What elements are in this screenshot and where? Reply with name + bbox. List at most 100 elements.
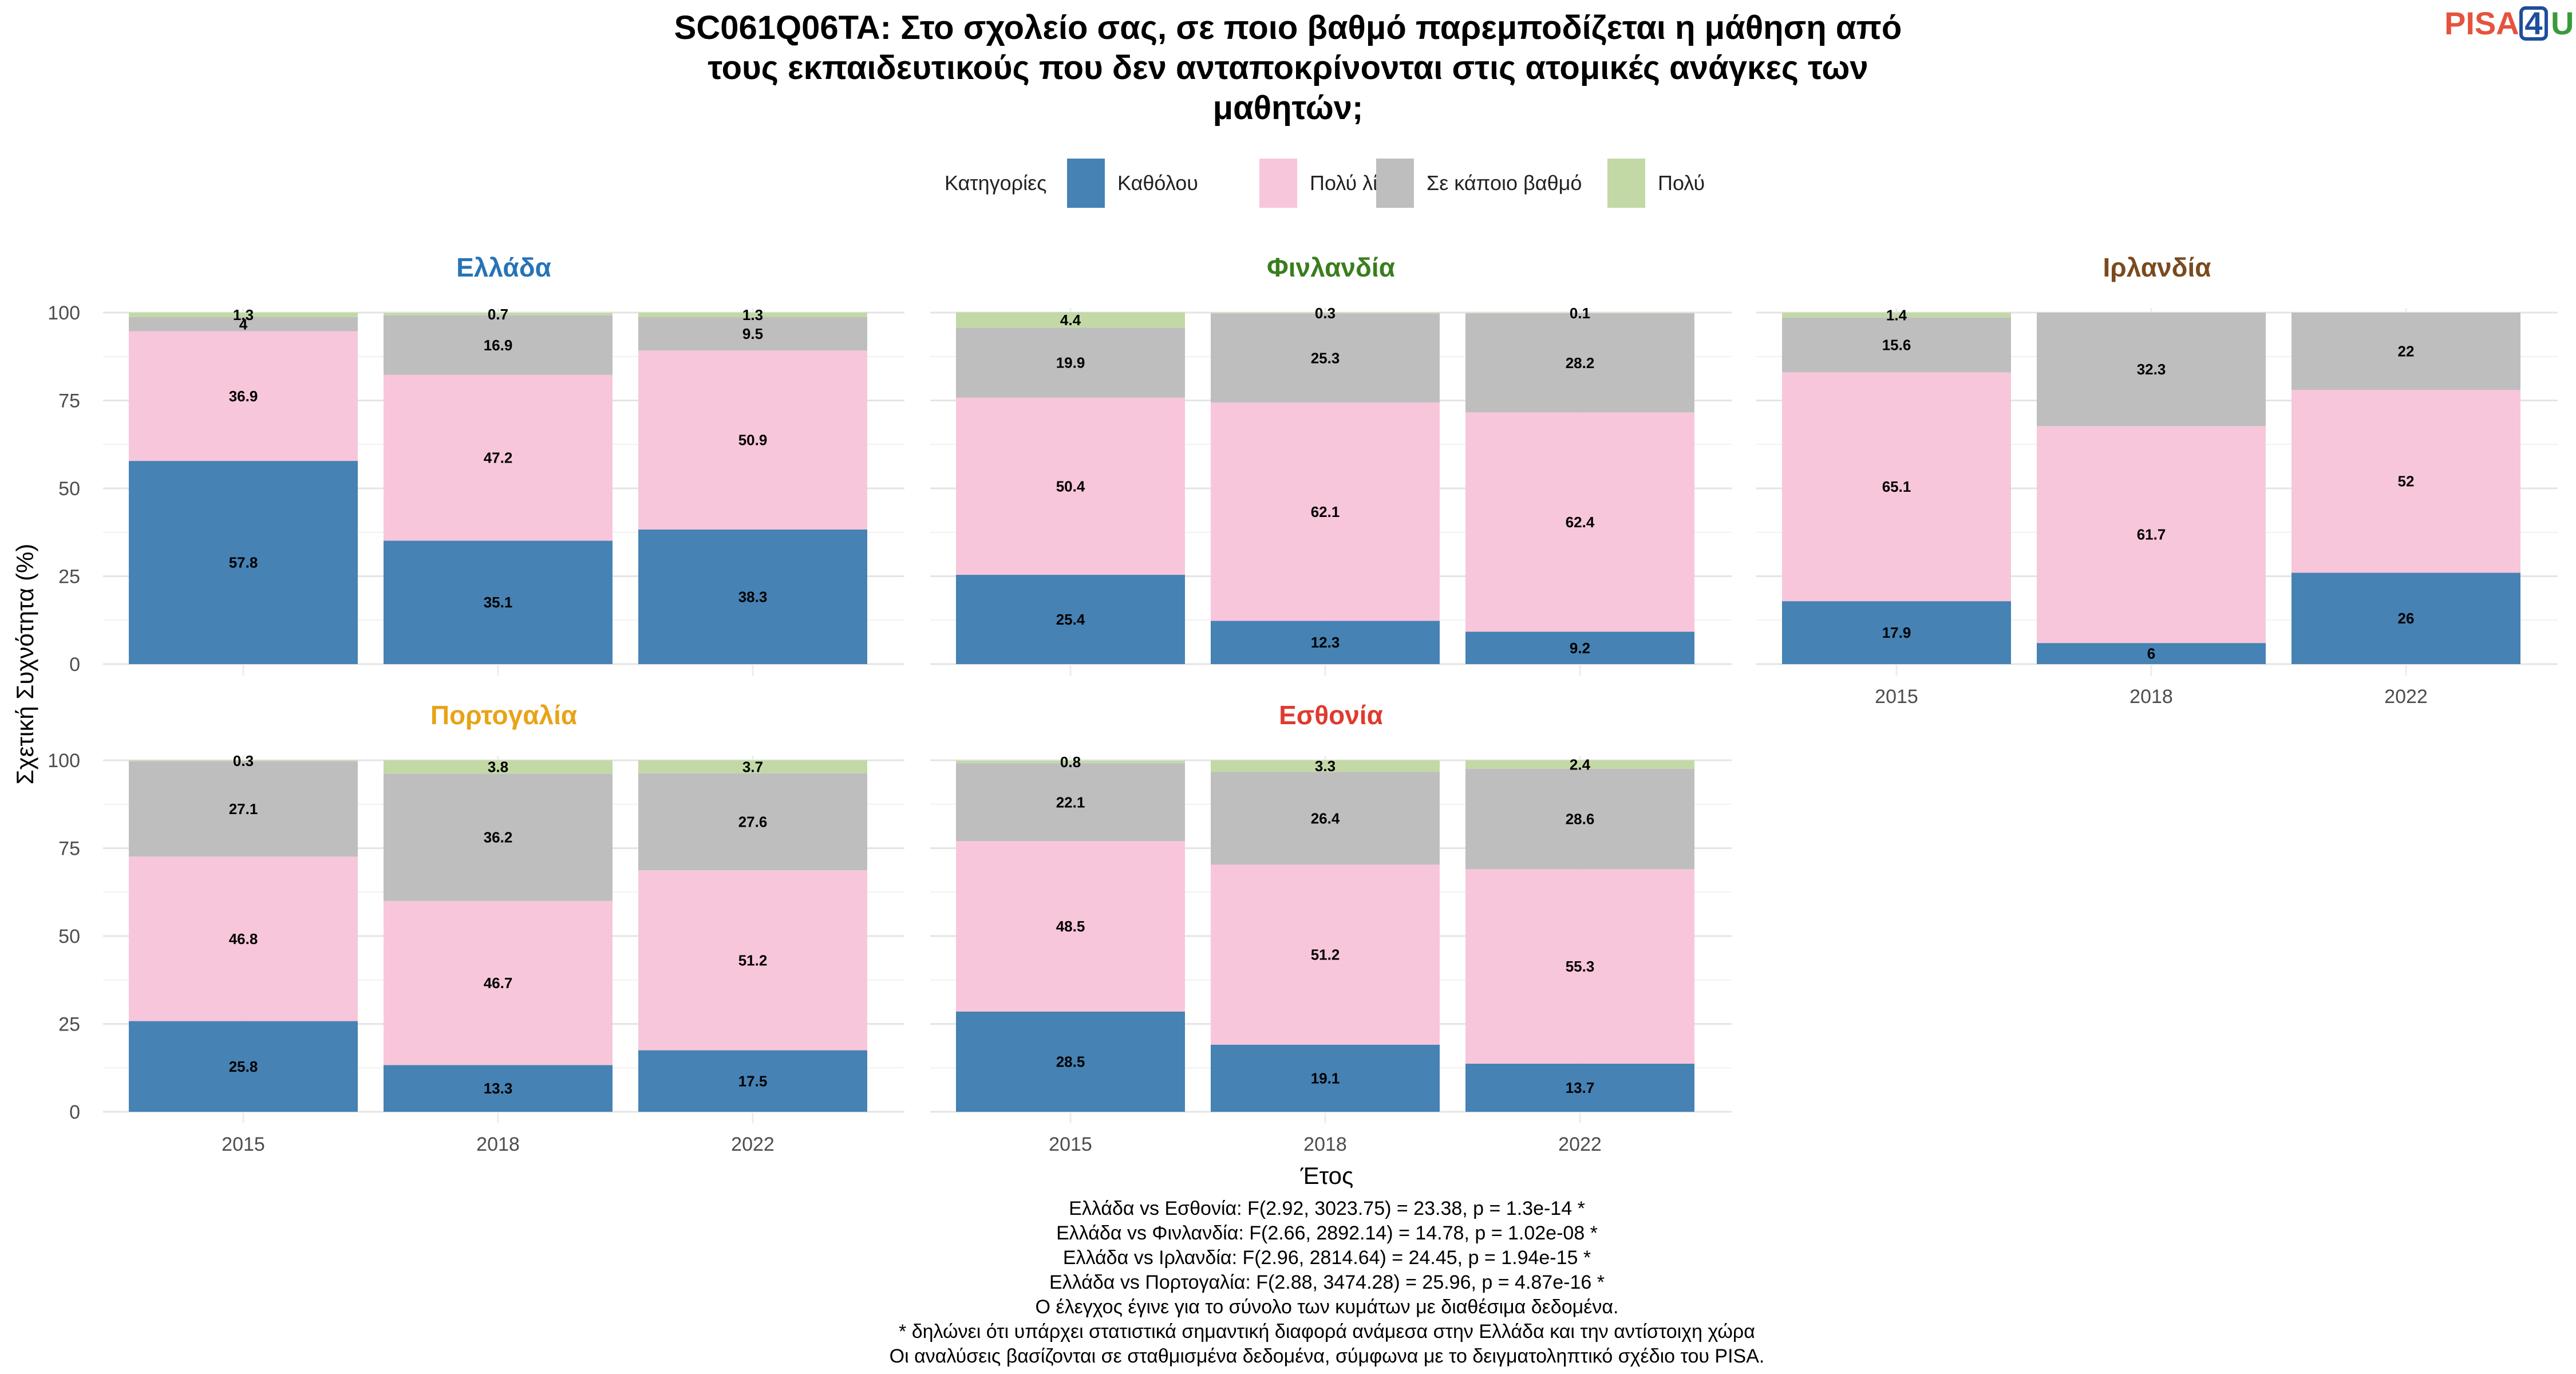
bar-segment [1465,1063,1694,1112]
y-tick-label: 25 [58,1014,80,1036]
data-label: 22.1 [1056,793,1085,811]
bar-segment [956,841,1185,1012]
panel-1: Ελλάδα025507510057.836.941.335.147.216.9… [48,252,904,676]
y-axis-title: Σχετική Συχνότητα (%) [11,544,38,785]
data-label: 1.4 [1886,306,1907,323]
data-label: 0.3 [233,752,254,769]
bar-segment [638,870,867,1051]
bar-segment [384,1065,613,1112]
bar-segment [129,1021,358,1112]
y-tick-label: 75 [58,390,80,412]
data-label: 28.2 [1566,354,1595,372]
y-tick-label: 0 [69,1101,80,1123]
x-tick-label: 2018 [2129,686,2173,708]
panel-2: Φινλανδία 25.4 50.4 19.9 4.4 12.3 62.1 25.3 0.3 9… [930,252,1732,676]
bar-segment [956,327,1185,398]
footer-line-6: * δηλώνει ότι υπάρχει στατιστικά σημαντι… [899,1321,1755,1343]
data-label: 32.3 [2137,361,2166,378]
data-label: 46.8 [229,930,258,947]
bar-segment [1465,313,1694,314]
y-tick-label: 100 [48,750,80,772]
data-label: 26 [2398,610,2415,627]
facet-title: Φινλανδία [1267,252,1395,282]
facet-title: Ελλάδα [456,252,551,282]
bar-segment [2037,426,2266,643]
bar-segment [2291,313,2520,390]
y-tick-label: 75 [58,838,80,860]
data-label: 0.7 [488,306,508,323]
data-label: 57.8 [229,554,258,571]
data-label: 50.9 [738,432,768,449]
legend-label-3: Σε κάποιο βαθμό [1427,171,1582,195]
chart-title: SC061Q06TA: Στο σχολείο σας, σε ποιο βαθ… [674,9,1902,127]
title-line-2: τους εκπαιδευτικούς που δεν ανταποκρίνον… [708,49,1868,86]
y-tick-label: 25 [58,566,80,588]
bar-segment [1465,869,1694,1064]
data-label: 3.7 [742,758,763,775]
logo-u: U [2551,5,2574,41]
bar-segment [1211,621,1440,664]
data-label: 25.3 [1311,350,1340,367]
data-label: 51.2 [738,951,768,969]
legend: Κατηγορίες Καθόλου Πολύ λίγο Σε κάποιο βαθ… [945,159,1705,208]
bar-segment [384,313,613,315]
bar-segment [2037,643,2266,664]
data-label: 25.8 [229,1058,258,1075]
bar-segment [2291,572,2520,664]
bar-segment [129,317,358,331]
data-label: 1.3 [742,306,763,323]
data-label: 19.1 [1311,1069,1340,1087]
bar-segment [1211,313,1440,403]
data-label: 55.3 [1566,958,1595,975]
bar-segment [956,312,1185,328]
panel-4: Πορτογαλία 0 25 50 75 100 2015 2018 2022 25.8 46.8… [48,700,904,1155]
bar-segment [1465,631,1694,664]
bar-segment [129,760,358,761]
logo-box [2519,6,2548,41]
data-label: 61.7 [2137,526,2166,543]
bar-segment [129,461,358,664]
bar-segment [129,856,358,1021]
bar-segment [129,761,358,857]
data-label: 52 [2398,473,2415,490]
data-label: 3.3 [1315,757,1336,775]
data-label: 6 [2147,645,2155,662]
legend-label-4: Πολύ [1658,171,1705,195]
data-label: 0.3 [1315,305,1336,322]
legend-swatch-4 [1607,159,1645,208]
x-tick-label: 2018 [476,1134,520,1155]
data-label: 48.5 [1056,918,1085,935]
facet-panels: Ελλάδα025507510057.836.941.335.147.216.9… [48,252,2558,1155]
bar-segment [638,317,867,351]
data-label: 25.4 [1056,611,1085,628]
bar-segment [956,575,1185,664]
data-label: 9.2 [1570,639,1590,657]
data-label: 4.4 [1060,311,1081,329]
logo-text: PISA [2444,5,2519,41]
pisa4u-logo: PISA 4 U [2444,5,2574,41]
bar-segment [1465,760,1694,769]
bar-segment [1211,313,1440,314]
bar-segment [1211,1044,1440,1112]
footer-line-7: Οι αναλύσεις βασίζονται σε σταθμισμένα δ… [890,1345,1765,1367]
data-label: 36.2 [484,828,513,846]
y-tick-label: 50 [58,478,80,500]
data-label: 9.5 [742,325,763,342]
x-tick-label: 2022 [731,1134,775,1155]
footer-line-5: Ο έλεγχος έγινε για το σύνολο των κυμάτω… [1036,1296,1619,1318]
bar-segment [638,529,867,664]
data-label: 22 [2398,343,2415,360]
footer-line-1: Ελλάδα vs Εσθονία: F(2.92, 3023.75) = 23… [1069,1198,1585,1219]
bar-segment [2037,313,2266,427]
title-line-3: μαθητών; [1213,89,1364,127]
data-label: 0.8 [1060,753,1081,771]
title-line-1: SC061Q06TA: Στο σχολείο σας, σε ποιο βαθ… [674,9,1902,46]
legend-swatch-3 [1376,159,1414,208]
bar-segment [384,374,613,541]
data-label: 47.2 [484,449,513,467]
data-label: 51.2 [1311,946,1340,964]
data-label: 28.5 [1056,1053,1085,1071]
legend-swatch-2 [1259,159,1297,208]
x-tick-label: 2015 [1875,686,1918,708]
bar-segment [638,1050,867,1112]
